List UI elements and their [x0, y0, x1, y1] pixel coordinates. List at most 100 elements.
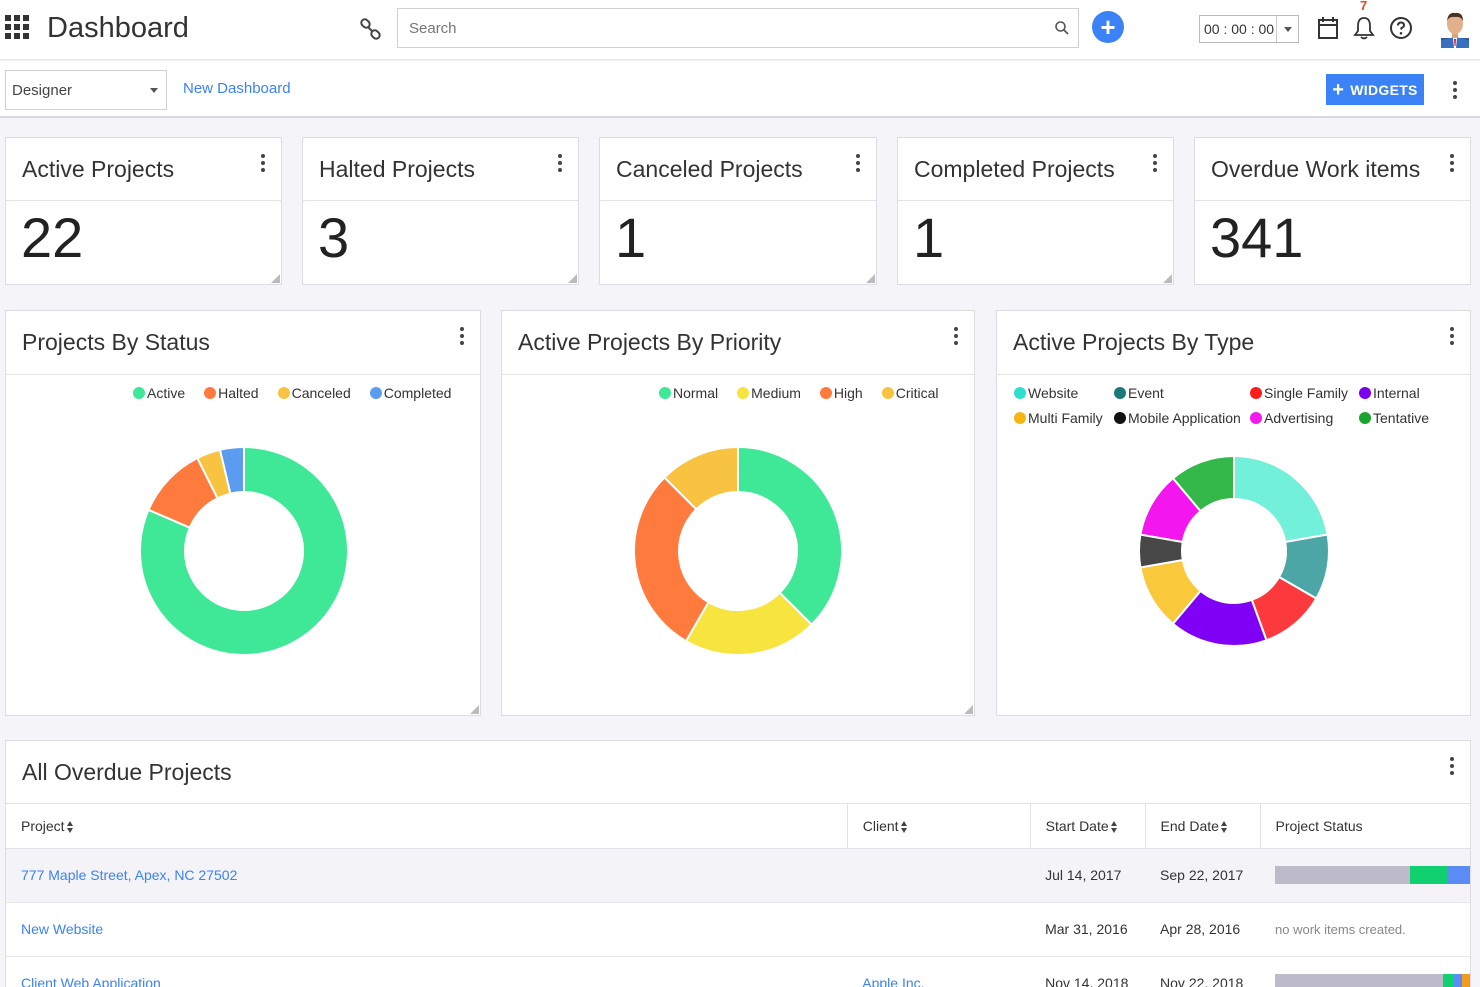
legend-item-halted[interactable]: Halted — [204, 385, 259, 401]
user-avatar[interactable] — [1437, 8, 1473, 48]
chart-title: Active Projects By Type — [1013, 329, 1255, 355]
project-status-bar — [1275, 974, 1470, 987]
legend-item-mobile-application[interactable]: Mobile Application — [1114, 410, 1250, 426]
status-segment — [1275, 974, 1443, 987]
donut-slice-active[interactable] — [139, 445, 349, 656]
legend-item-tentative[interactable]: Tentative — [1359, 410, 1449, 426]
column-header-start-date[interactable]: Start Date — [1030, 804, 1146, 849]
legend-label: Event — [1128, 385, 1164, 401]
new-dashboard-link[interactable]: New Dashboard — [183, 80, 291, 97]
legend-item-website[interactable]: Website — [1014, 385, 1114, 401]
donut-slice-high[interactable] — [633, 476, 710, 643]
donut-slice-normal[interactable] — [737, 445, 843, 626]
card-menu-icon[interactable] — [556, 152, 564, 174]
legend-item-completed[interactable]: Completed — [369, 385, 451, 401]
legend-label: Active — [147, 385, 186, 401]
cell-project-status — [1260, 848, 1470, 903]
resize-handle-icon[interactable] — [568, 274, 577, 283]
legend-item-advertising[interactable]: Advertising — [1250, 410, 1359, 426]
add-widgets-button[interactable]: + WIDGETS — [1326, 74, 1424, 105]
project-link[interactable]: Client Web Application — [21, 975, 161, 987]
bell-icon[interactable] — [1353, 15, 1375, 41]
dashboard-select-value: Designer — [12, 81, 73, 99]
link-icon[interactable] — [358, 17, 384, 43]
status-segment — [1446, 866, 1470, 884]
stat-card-halted-projects: Halted Projects 3 — [302, 137, 579, 285]
card-menu-icon[interactable] — [1448, 152, 1456, 174]
project-status-bar — [1275, 866, 1470, 884]
card-menu-icon[interactable] — [854, 152, 862, 174]
dashboard-select[interactable]: Designer — [5, 70, 167, 110]
legend-item-event[interactable]: Event — [1114, 385, 1250, 401]
resize-handle-icon[interactable] — [470, 705, 479, 714]
legend-swatch — [1014, 412, 1026, 424]
project-link[interactable]: New Website — [21, 921, 104, 937]
legend-swatch — [881, 387, 894, 399]
cell-end-date: Sep 22, 2017 — [1145, 848, 1260, 903]
page-title: Dashboard — [47, 12, 189, 44]
project-link[interactable]: 777 Maple Street, Apex, NC 27502 — [21, 867, 238, 883]
client-link[interactable]: Apple Inc. — [862, 975, 925, 987]
status-segment — [1275, 866, 1410, 884]
donut-slice-website[interactable] — [1233, 454, 1329, 544]
legend-item-multi-family[interactable]: Multi Family — [1014, 410, 1114, 426]
column-header-project[interactable]: Project — [6, 804, 848, 849]
apps-grid-icon[interactable] — [5, 14, 31, 44]
search-input[interactable] — [398, 9, 1038, 47]
card-menu-icon[interactable] — [952, 325, 960, 347]
legend-swatch — [277, 387, 290, 399]
legend-item-active[interactable]: Active — [133, 385, 185, 401]
legend-item-normal[interactable]: Normal — [659, 385, 718, 401]
donut-slice-tentative[interactable] — [1171, 454, 1235, 513]
card-menu-icon[interactable] — [458, 325, 466, 347]
donut-chart-type — [1138, 454, 1330, 647]
cell-end-date: Apr 28, 2016 — [1145, 902, 1260, 957]
cell-project-status — [1260, 956, 1470, 987]
legend-label: Website — [1028, 385, 1079, 401]
column-header-client[interactable]: Client — [847, 804, 1031, 849]
legend-item-medium[interactable]: Medium — [737, 385, 801, 401]
card-menu-icon[interactable] — [1448, 755, 1456, 777]
sort-icon[interactable] — [66, 821, 74, 834]
donut-slice-completed[interactable] — [218, 445, 245, 495]
card-menu-icon[interactable] — [259, 152, 267, 174]
widgets-label: WIDGETS — [1350, 81, 1418, 98]
card-menu-icon[interactable] — [1151, 152, 1159, 174]
table-row: New Website Mar 31, 2016 Apr 28, 2016 no… — [6, 902, 1470, 957]
help-icon[interactable] — [1389, 16, 1413, 40]
sort-icon[interactable] — [1220, 821, 1228, 834]
donut-slice-critical[interactable] — [663, 445, 739, 511]
resize-handle-icon[interactable] — [866, 274, 875, 283]
dashboard-toolbar: Designer New Dashboard + WIDGETS — [0, 61, 1480, 118]
legend-swatch — [1014, 387, 1026, 399]
legend-item-single-family[interactable]: Single Family — [1250, 385, 1359, 401]
sort-icon[interactable] — [900, 821, 908, 834]
timer-dropdown-button[interactable] — [1276, 16, 1298, 42]
stat-card-value: 3 — [318, 206, 350, 269]
status-text: no work items created. — [1275, 922, 1406, 937]
add-new-button[interactable]: + — [1092, 11, 1124, 43]
legend-label: Tentative — [1373, 410, 1430, 426]
card-menu-icon[interactable] — [1448, 325, 1456, 347]
dashboard-menu-icon[interactable] — [1451, 79, 1459, 101]
chart-card-projects-by-priority: Active Projects By Priority Normal Medium… — [501, 310, 975, 716]
search-icon[interactable] — [1054, 20, 1070, 36]
column-label: End Date — [1160, 817, 1219, 834]
legend-item-critical[interactable]: Critical — [881, 385, 939, 401]
legend-label: Multi Family — [1028, 410, 1103, 426]
legend-item-internal[interactable]: Internal — [1359, 385, 1449, 401]
table-row: Client Web Application Apple Inc. Nov 14… — [6, 956, 1470, 987]
status-segment — [1442, 974, 1455, 987]
legend-item-high[interactable]: High — [819, 385, 863, 401]
column-header-end-date[interactable]: End Date — [1145, 804, 1261, 849]
stat-card-canceled-projects: Canceled Projects 1 — [599, 137, 877, 285]
resize-handle-icon[interactable] — [271, 274, 280, 283]
calendar-icon[interactable] — [1317, 16, 1339, 40]
legend-item-canceled[interactable]: Canceled — [277, 385, 351, 401]
column-header-project-status: Project Status — [1260, 804, 1470, 849]
timer-control[interactable]: 00 : 00 : 00 — [1199, 15, 1299, 43]
resize-handle-icon[interactable] — [964, 705, 973, 714]
legend-swatch — [1250, 387, 1262, 399]
resize-handle-icon[interactable] — [1163, 274, 1172, 283]
sort-icon[interactable] — [1110, 821, 1118, 834]
